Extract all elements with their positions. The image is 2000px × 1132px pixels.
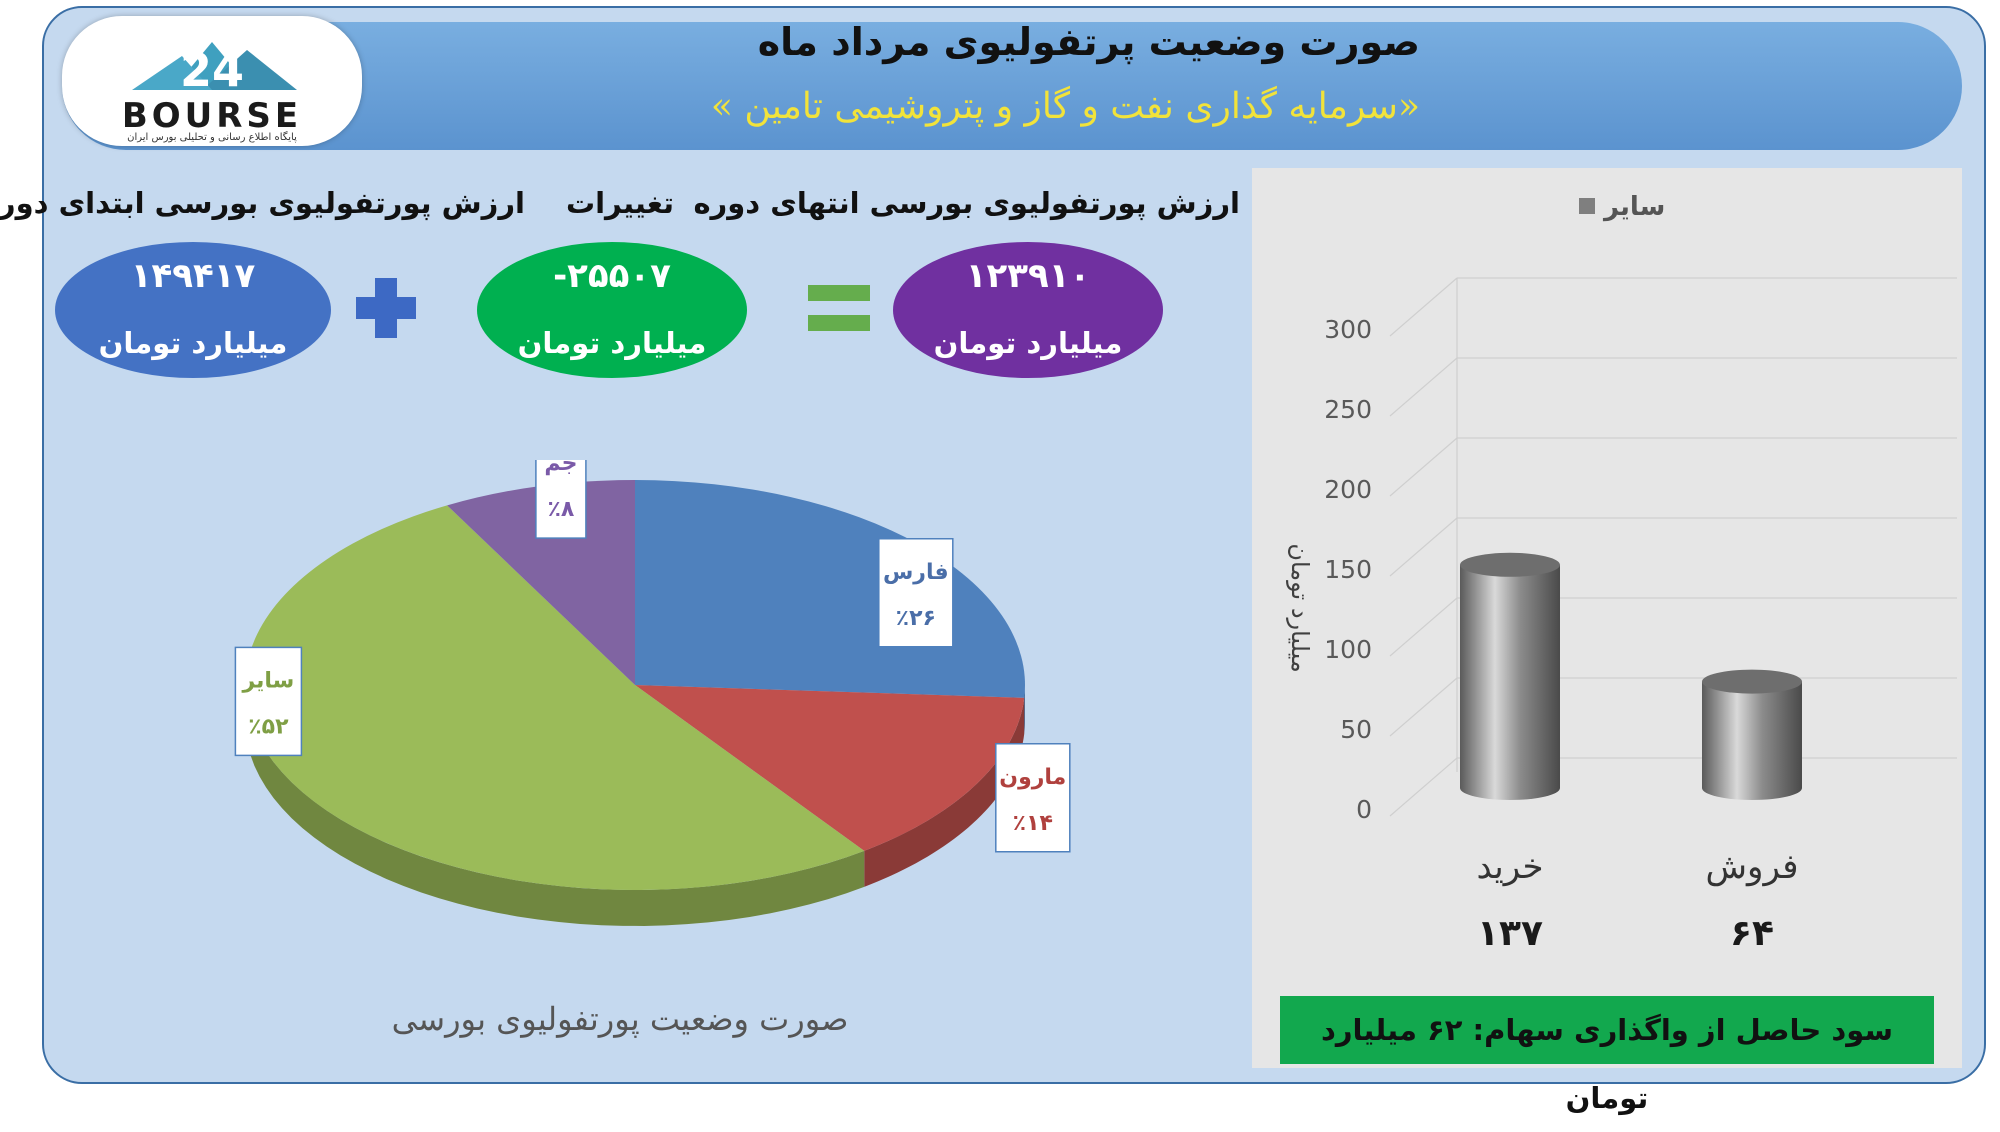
pie-label-name: فارس	[883, 560, 949, 585]
pie-label-box	[234, 646, 303, 757]
bar-chart: 0 50 100 150 200 250 300 میلیارد تومان سایر خرید ۱…	[1286, 192, 1957, 948]
pie-label-value: ٪۵۲	[248, 714, 289, 739]
bar	[1702, 681, 1802, 800]
pie-chart-title: صورت وضعیت پورتفولیوی بورسی	[391, 1000, 849, 1038]
grid-line-diagonal	[1389, 277, 1458, 337]
logo-text: BOURSE	[121, 96, 303, 136]
x-category-label: خرید	[1476, 847, 1543, 887]
change-value: -۲۵۵۰۷	[553, 256, 671, 296]
change-oval: -۲۵۵۰۷ میلیارد تومان	[477, 242, 747, 378]
start-value-label: ارزش پورتفولیوی بورسی ابتدای دوره	[0, 186, 525, 220]
end-value: ۱۲۳۹۱۰	[965, 256, 1091, 296]
bar-chart-panel	[1252, 168, 1962, 1068]
pie-chart: فارس ٪۲۶ مارون ٪۱۴ سایر ٪۵۲ جم ٪۸	[234, 460, 1071, 926]
bar-value-label: ۶۴	[1730, 913, 1774, 948]
profit-banner: سود حاصل از واگذاری سهام: ۶۲ میلیارد توم…	[1280, 996, 1934, 1115]
bar-value-label: ۱۳۷	[1477, 913, 1543, 948]
pie-label-box	[535, 460, 587, 539]
grid-line-diagonal	[1389, 757, 1458, 817]
logo-subtext: پایگاه اطلاع رسانی و تحلیلی بورس ایران	[127, 132, 297, 143]
grid-line-diagonal	[1389, 437, 1458, 497]
y-tick-label: 200	[1324, 475, 1372, 504]
pie-label-name: جم	[544, 460, 577, 476]
x-category-label: فروش	[1706, 847, 1799, 887]
pie-label-value: ٪۱۴	[1013, 811, 1053, 836]
bar	[1460, 564, 1560, 800]
y-axis-label: میلیارد تومان	[1286, 543, 1314, 672]
start-value-unit: میلیارد تومان	[98, 326, 288, 360]
start-value: ۱۴۹۴۱۷	[130, 256, 256, 296]
pie-label-box	[995, 743, 1071, 853]
change-label: تغییرات	[565, 186, 675, 220]
start-value-oval: ۱۴۹۴۱۷ میلیارد تومان	[55, 242, 331, 378]
header-banner	[62, 22, 1962, 150]
y-tick-label: 150	[1324, 555, 1372, 584]
end-value-label: ارزش پورتفولیوی بورسی انتهای دوره	[693, 186, 1240, 220]
y-tick-label: 50	[1340, 715, 1372, 744]
svg-text:24: 24	[180, 43, 244, 97]
pie-label-name: مارون	[999, 765, 1066, 790]
bar-cap	[1460, 552, 1560, 577]
legend-label: سایر	[1602, 192, 1665, 222]
grid-line-diagonal	[1389, 677, 1458, 737]
y-tick-label: 0	[1356, 795, 1372, 824]
pie-label-value: ٪۲۶	[896, 606, 936, 631]
grid-line-diagonal	[1389, 597, 1458, 657]
pie-slice-side	[245, 685, 865, 926]
logo: 24 BOURSE پایگاه اطلاع رسانی و تحلیلی بو…	[62, 16, 362, 146]
pie-label-name: سایر	[241, 668, 294, 693]
change-unit: میلیارد تومان	[517, 326, 707, 360]
y-tick-label: 300	[1324, 315, 1372, 344]
pie-label-box	[878, 538, 954, 648]
pie-slice	[447, 480, 635, 685]
logo-mark-icon: 24	[132, 42, 297, 97]
y-tick-label: 250	[1324, 395, 1372, 424]
pie-slice	[635, 685, 1025, 851]
page-title: صورت وضعیت پرتفولیوی مرداد ماه	[757, 20, 1420, 64]
pie-label-value: ٪۸	[547, 497, 574, 522]
page-subtitle: «سرمایه گذاری نفت و گاز و پتروشیمی تامین…	[710, 86, 1420, 127]
end-value-unit: میلیارد تومان	[933, 326, 1123, 360]
pie-slice	[635, 480, 1025, 698]
bar-cap	[1702, 669, 1802, 694]
pie-slice-side	[1024, 685, 1025, 734]
end-value-oval: ۱۲۳۹۱۰ میلیارد تومان	[893, 242, 1163, 378]
y-tick-label: 100	[1324, 635, 1372, 664]
grid-line-diagonal	[1389, 357, 1458, 417]
pie-slice	[245, 505, 865, 890]
grid-line-diagonal	[1389, 517, 1458, 577]
legend-swatch	[1579, 198, 1595, 214]
pie-slice-side	[864, 697, 1025, 887]
